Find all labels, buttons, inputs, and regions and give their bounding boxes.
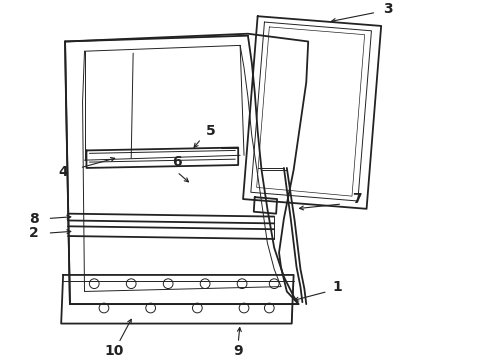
Text: 4: 4 — [58, 165, 68, 179]
Text: 10: 10 — [104, 344, 123, 358]
Text: 3: 3 — [383, 3, 393, 17]
Text: 5: 5 — [206, 124, 216, 138]
Text: 8: 8 — [29, 212, 39, 225]
Text: 1: 1 — [333, 280, 343, 294]
Text: 7: 7 — [352, 192, 362, 206]
Text: 9: 9 — [233, 344, 243, 358]
Text: 2: 2 — [29, 226, 39, 240]
Text: 6: 6 — [172, 155, 182, 169]
